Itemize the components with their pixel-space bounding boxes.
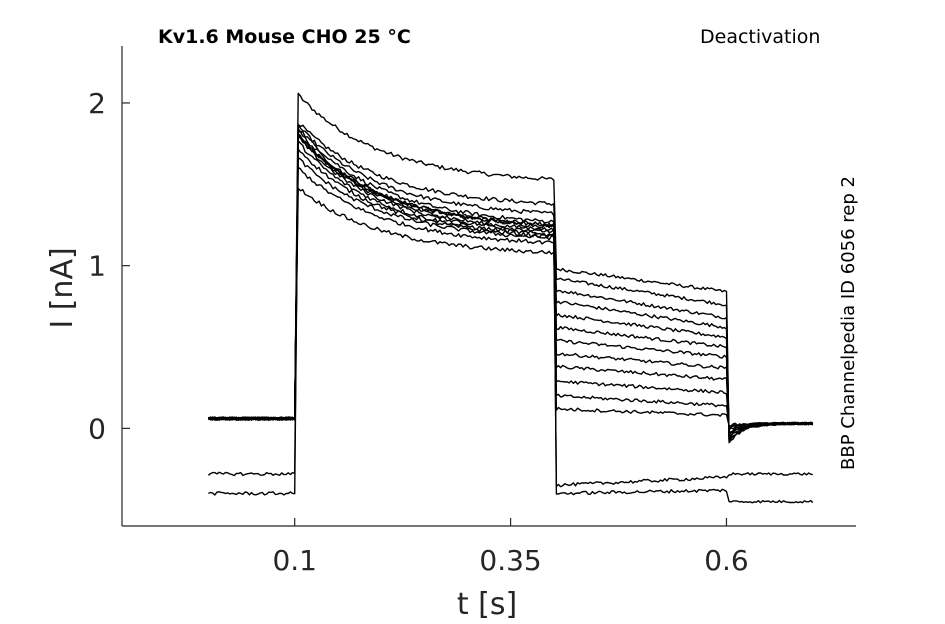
y-axis-title: I [nA] [45, 247, 80, 328]
x-tick-label: 0.6 [704, 544, 749, 577]
current-trace-6 [207, 132, 814, 436]
source-id-label: BBP Channelpedia ID 6056 rep 2 [838, 176, 859, 470]
y-tick-label: 1 [88, 250, 106, 283]
traces [207, 92, 814, 504]
x-axis-title: t [s] [457, 587, 517, 622]
protocol-label: Deactivation [700, 26, 821, 48]
axes [121, 46, 856, 527]
y-tick-label: 0 [88, 412, 106, 445]
current-trace-14 [208, 135, 814, 504]
current-trace-2 [207, 123, 814, 441]
current-trace-3 [207, 124, 813, 442]
current-trace-7 [207, 136, 813, 434]
chart-title: Kv1.6 Mouse CHO 25 °C [158, 26, 411, 48]
x-tick-label: 0.1 [272, 544, 317, 577]
x-ticks: 0.1 0.35 0.6 [272, 518, 749, 577]
current-trace-13 [207, 134, 813, 488]
y-tick-label: 2 [88, 87, 106, 120]
current-trace-10 [207, 157, 813, 429]
current-trace-9 [208, 148, 814, 431]
current-trace-8 [208, 140, 813, 434]
current-trace-11 [207, 166, 813, 427]
y-ticks: 0 1 2 [88, 87, 130, 445]
current-trace-12 [208, 187, 813, 427]
x-tick-label: 0.35 [479, 544, 541, 577]
current-trace-1 [208, 92, 813, 444]
current-trace-4 [208, 127, 814, 440]
